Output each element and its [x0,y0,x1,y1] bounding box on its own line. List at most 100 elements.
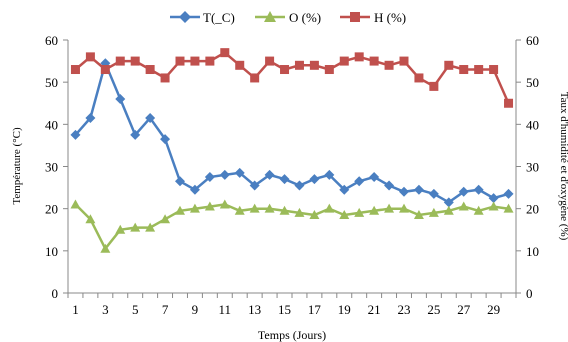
x-tick-label: 13 [248,302,261,317]
data-point [115,94,126,105]
right-tick-label: 40 [526,117,539,132]
data-point [100,243,111,253]
data-point [369,172,380,183]
legend-label-humidity: H (%) [374,10,406,25]
data-point [399,203,409,213]
x-tick-label: 5 [132,302,139,317]
series-layer [70,48,514,253]
data-point [234,167,245,178]
x-tick-label: 19 [338,302,351,317]
data-point [219,169,230,180]
left-tick-label: 50 [45,75,58,90]
legend-item-humidity: H (%) [340,10,406,25]
data-point [488,193,499,204]
data-point [115,56,125,66]
data-point [384,60,394,70]
data-point [459,65,469,75]
data-point [354,176,365,187]
data-point [444,60,454,70]
data-point [175,56,185,66]
data-point [234,205,245,215]
series-1 [70,58,514,208]
x-tick-label: 25 [427,302,440,317]
data-point [220,48,230,58]
data-point [458,201,469,211]
data-point [443,197,454,208]
data-point [280,65,290,75]
data-point [175,205,185,215]
data-point [265,56,275,66]
legend-label-oxygen: O (%) [289,10,321,25]
data-point [204,201,215,211]
legend-item-oxygen: O (%) [255,10,321,25]
data-point [145,113,156,124]
series-2 [70,199,514,253]
data-point [70,199,81,209]
data-point [354,52,364,62]
x-tick-label: 3 [102,302,109,317]
x-tick-label: 29 [487,302,500,317]
data-point [309,209,320,219]
x-axis-ticks: 1 3 5 7 9 11 13 15 17 19 21 23 25 27 29 [67,293,517,317]
data-point [279,174,290,185]
left-tick-label: 20 [45,202,58,217]
data-point [339,184,350,195]
data-point [354,207,365,217]
data-point [474,65,484,75]
data-point [324,65,334,75]
left-tick-label: 0 [52,286,59,301]
x-tick-label: 15 [278,302,291,317]
right-tick-label: 20 [526,202,539,217]
x-tick-label: 27 [457,302,471,317]
data-point [339,56,349,66]
axes [67,40,517,294]
data-point [428,188,439,199]
x-tick-label: 7 [162,302,169,317]
data-point [250,73,260,83]
data-point [249,180,260,191]
data-point [85,113,96,124]
data-point [85,214,96,224]
data-point [264,169,275,180]
right-tick-label: 60 [526,33,539,48]
data-point [399,56,409,66]
legend: T(_C) O (%) H (%) [170,10,406,25]
data-point [339,209,350,219]
data-point [294,180,305,191]
data-point [115,224,126,234]
data-point [309,174,320,185]
data-point [504,98,514,108]
x-axis-title: Temps (Jours) [258,328,326,342]
data-point [160,134,171,145]
data-point [189,203,200,213]
data-point [249,203,260,213]
data-point [384,203,395,213]
data-point [145,65,155,75]
data-point [145,222,156,232]
data-point [384,180,395,191]
data-point [85,52,95,62]
data-point [399,186,409,197]
data-point [294,60,304,70]
series-line [74,51,510,104]
data-point [428,207,439,217]
x-tick-label: 9 [192,302,199,317]
data-point [279,205,290,215]
data-point [458,186,469,197]
data-point [130,56,140,66]
data-point [219,199,230,209]
series-line [74,59,509,204]
data-point [175,176,185,187]
left-tick-label: 10 [45,244,58,259]
data-point [264,203,275,213]
data-point [324,169,335,180]
data-point [489,65,499,75]
right-axis-ticks: 0 10 20 30 40 50 60 [516,33,539,301]
data-point [160,73,170,83]
right-tick-label: 30 [526,160,539,175]
x-tick-label: 11 [219,302,232,317]
data-point [443,205,454,215]
x-tick-label: 21 [368,302,381,317]
data-point [473,184,484,195]
